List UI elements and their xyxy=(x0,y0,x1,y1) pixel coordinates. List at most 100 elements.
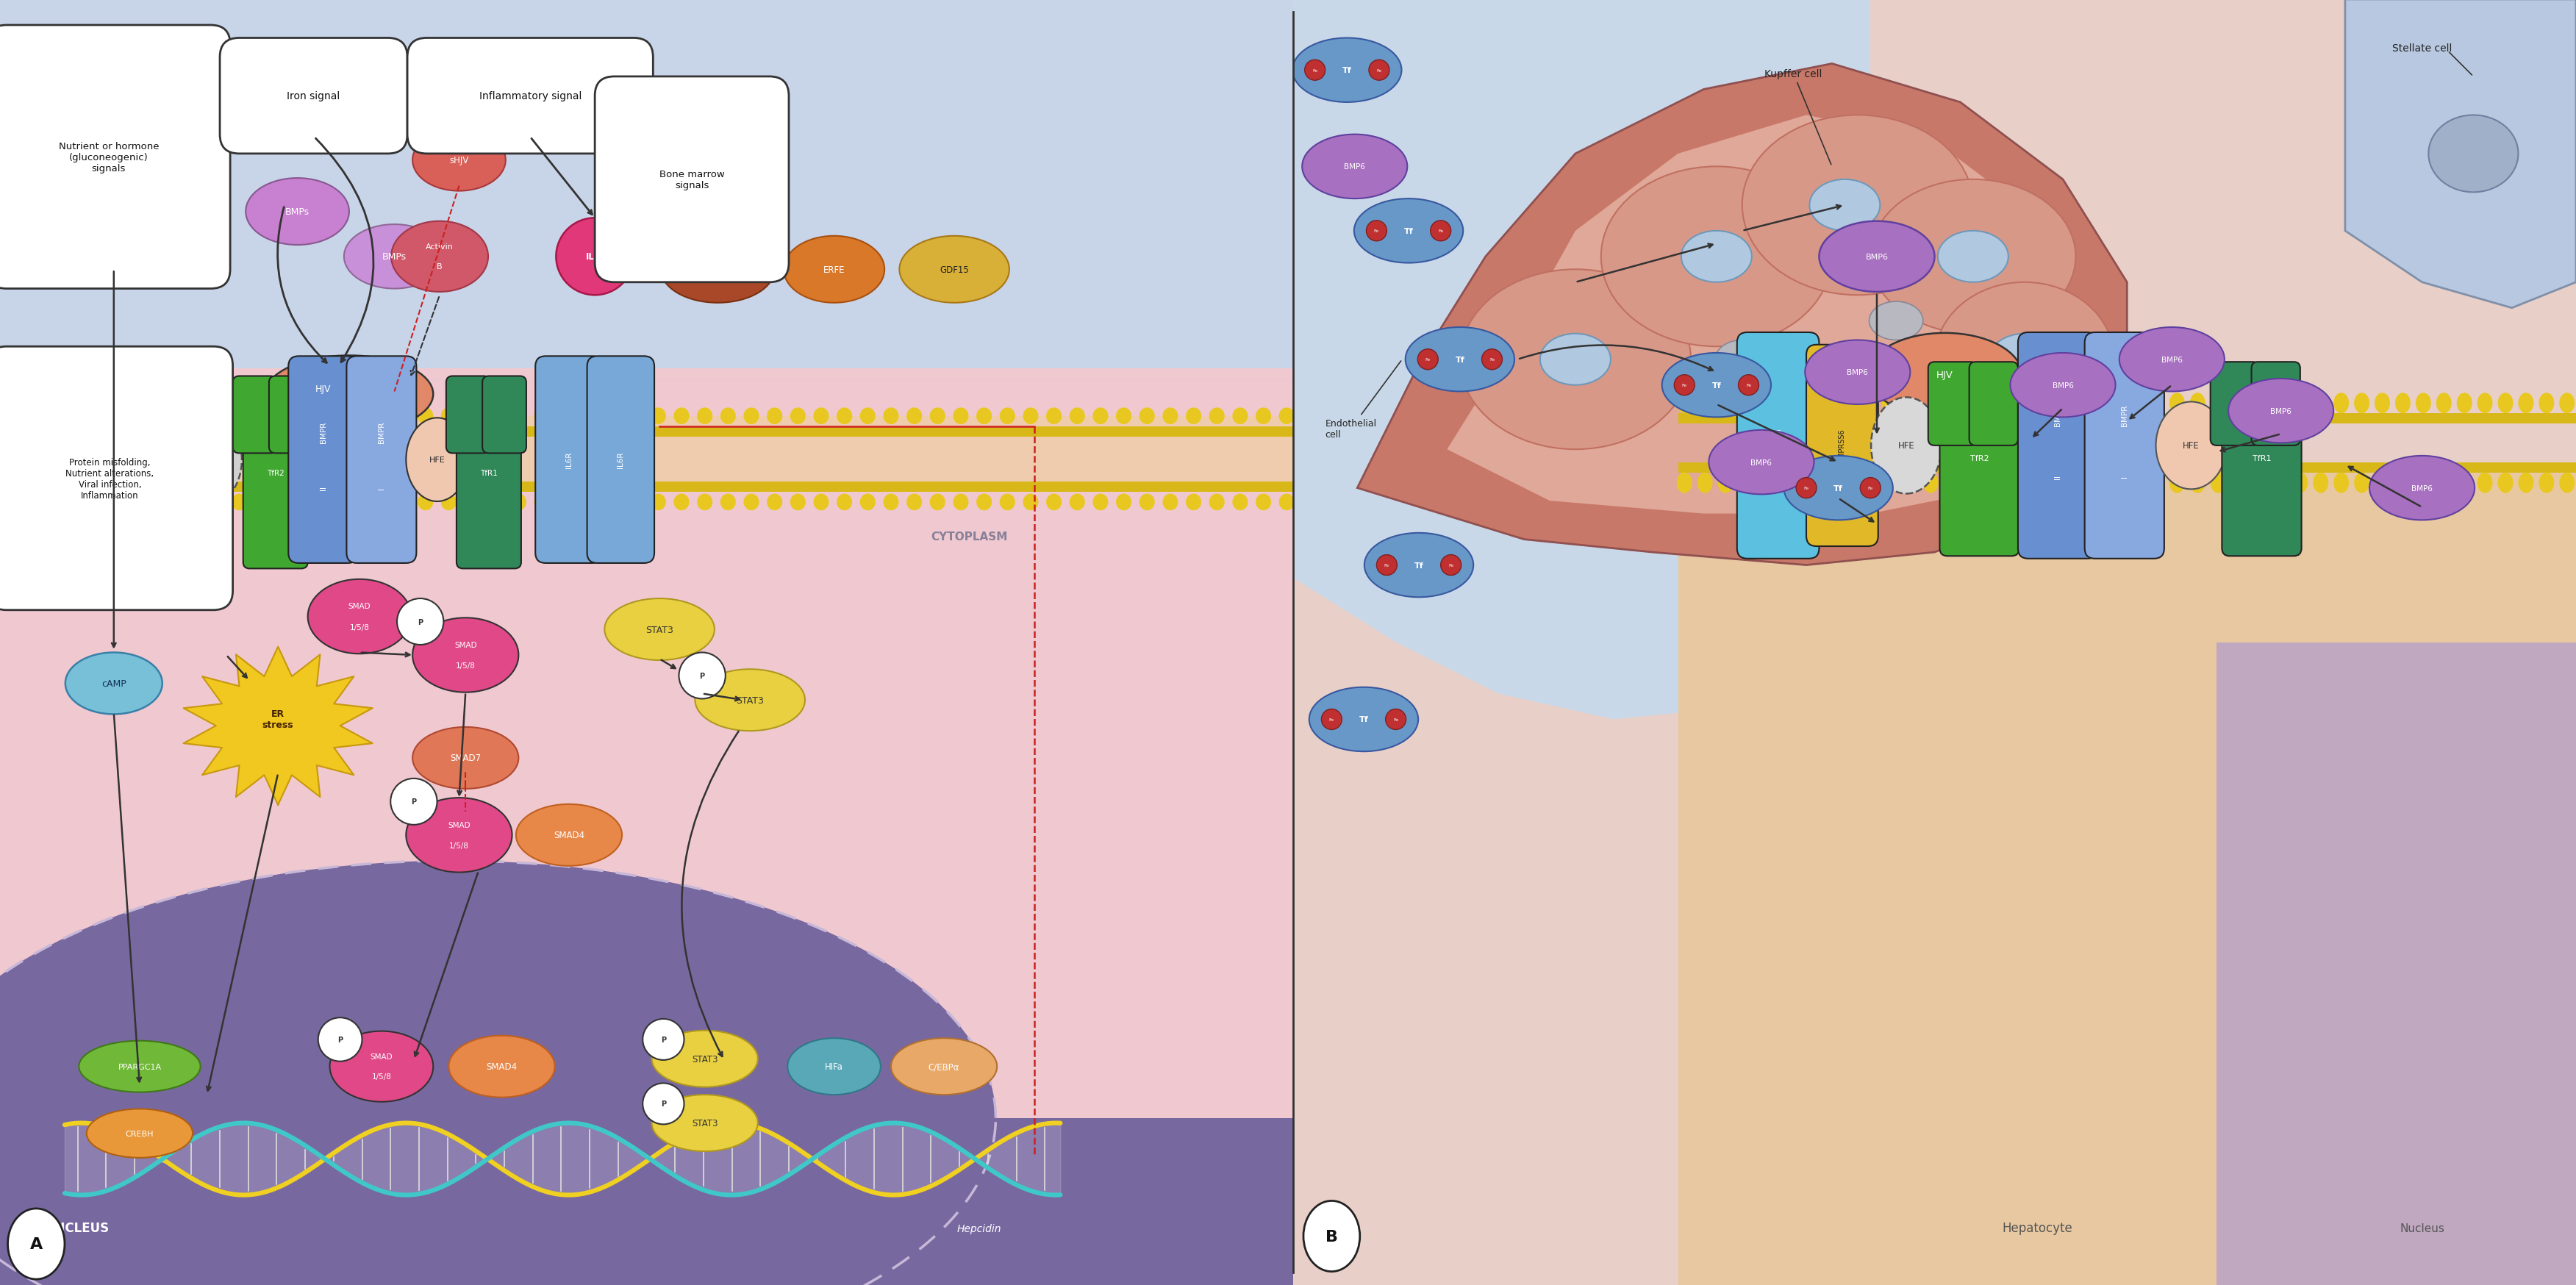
Ellipse shape xyxy=(1870,180,2076,334)
Text: BMP6: BMP6 xyxy=(1752,459,1772,466)
Ellipse shape xyxy=(675,493,690,510)
Ellipse shape xyxy=(1862,393,1878,414)
Ellipse shape xyxy=(1870,397,1942,493)
Text: Inflammatory signal: Inflammatory signal xyxy=(479,91,582,102)
Ellipse shape xyxy=(680,653,726,699)
Ellipse shape xyxy=(417,407,433,424)
Ellipse shape xyxy=(371,493,386,510)
Bar xyxy=(0,369,1293,379)
Ellipse shape xyxy=(744,407,760,424)
Ellipse shape xyxy=(2396,393,2411,414)
Ellipse shape xyxy=(626,407,641,424)
Text: SMAD: SMAD xyxy=(448,821,471,829)
Ellipse shape xyxy=(209,493,224,510)
FancyBboxPatch shape xyxy=(536,357,603,563)
Text: P: P xyxy=(337,1036,343,1043)
Ellipse shape xyxy=(1984,393,1999,414)
Ellipse shape xyxy=(307,580,412,654)
Text: Tf: Tf xyxy=(1342,67,1352,75)
Text: I: I xyxy=(2120,475,2128,478)
Ellipse shape xyxy=(46,493,62,510)
Ellipse shape xyxy=(641,1019,685,1060)
Text: Activin: Activin xyxy=(425,243,453,251)
Ellipse shape xyxy=(1355,199,1463,263)
Ellipse shape xyxy=(2045,473,2061,493)
Ellipse shape xyxy=(533,407,549,424)
Ellipse shape xyxy=(814,407,829,424)
Ellipse shape xyxy=(1365,221,1386,242)
Text: CREBH: CREBH xyxy=(126,1130,155,1137)
Ellipse shape xyxy=(580,407,595,424)
FancyBboxPatch shape xyxy=(57,357,126,563)
Ellipse shape xyxy=(953,407,969,424)
Text: BMP6: BMP6 xyxy=(1847,369,1868,377)
FancyBboxPatch shape xyxy=(289,357,358,563)
Ellipse shape xyxy=(345,225,446,289)
Ellipse shape xyxy=(2416,393,2432,414)
Ellipse shape xyxy=(440,493,456,510)
Bar xyxy=(0,482,1293,492)
Ellipse shape xyxy=(1046,407,1061,424)
Ellipse shape xyxy=(1674,375,1695,396)
Ellipse shape xyxy=(245,179,350,245)
Ellipse shape xyxy=(1046,493,1061,510)
Ellipse shape xyxy=(397,599,443,645)
Ellipse shape xyxy=(301,407,317,424)
FancyBboxPatch shape xyxy=(2084,333,2164,559)
Text: Tf: Tf xyxy=(1404,227,1414,235)
Ellipse shape xyxy=(448,1036,554,1097)
Ellipse shape xyxy=(1924,393,1937,414)
Ellipse shape xyxy=(301,493,317,510)
Ellipse shape xyxy=(1801,473,1816,493)
Ellipse shape xyxy=(2293,473,2308,493)
Ellipse shape xyxy=(2228,379,2334,443)
Ellipse shape xyxy=(2087,393,2102,414)
Ellipse shape xyxy=(2120,328,2226,392)
Ellipse shape xyxy=(2429,116,2519,193)
Ellipse shape xyxy=(1115,407,1131,424)
Ellipse shape xyxy=(1376,555,1396,576)
Polygon shape xyxy=(1677,231,2038,463)
FancyBboxPatch shape xyxy=(446,377,489,454)
Text: 1/5/8: 1/5/8 xyxy=(456,662,477,669)
Ellipse shape xyxy=(1935,283,2115,437)
Ellipse shape xyxy=(0,407,15,424)
Text: B: B xyxy=(438,263,443,271)
Ellipse shape xyxy=(2107,393,2123,414)
Text: SMAD: SMAD xyxy=(348,603,371,610)
Ellipse shape xyxy=(1092,407,1108,424)
Text: BMP6: BMP6 xyxy=(2411,484,2432,492)
Ellipse shape xyxy=(698,493,714,510)
Text: Fe: Fe xyxy=(1425,359,1430,361)
Ellipse shape xyxy=(1984,473,1999,493)
Ellipse shape xyxy=(1989,334,2061,386)
Text: Fe: Fe xyxy=(1803,487,1808,490)
Ellipse shape xyxy=(394,493,410,510)
Ellipse shape xyxy=(1365,533,1473,598)
Ellipse shape xyxy=(1963,473,1978,493)
Ellipse shape xyxy=(88,1109,193,1158)
Text: Fe: Fe xyxy=(1329,718,1334,721)
Text: Fe: Fe xyxy=(1448,564,1453,567)
FancyBboxPatch shape xyxy=(482,377,526,454)
Ellipse shape xyxy=(407,418,469,501)
Ellipse shape xyxy=(70,407,85,424)
Ellipse shape xyxy=(1942,393,1958,414)
Text: STAT3: STAT3 xyxy=(737,695,765,705)
Text: Fe: Fe xyxy=(1373,230,1378,233)
Text: TfR2: TfR2 xyxy=(1971,455,1989,463)
Ellipse shape xyxy=(1417,350,1437,370)
Ellipse shape xyxy=(675,407,690,424)
Ellipse shape xyxy=(1162,407,1177,424)
Text: Protein misfolding,
Nutrient alterations,
Viral infection,
Inflammation: Protein misfolding, Nutrient alterations… xyxy=(67,457,155,500)
Ellipse shape xyxy=(1309,687,1419,752)
Text: Tf: Tf xyxy=(1360,716,1368,723)
Text: Fe: Fe xyxy=(1682,384,1687,387)
Ellipse shape xyxy=(2334,393,2349,414)
Ellipse shape xyxy=(907,407,922,424)
Ellipse shape xyxy=(814,493,829,510)
FancyBboxPatch shape xyxy=(587,357,654,563)
Ellipse shape xyxy=(1860,478,1880,499)
Text: Neogenin: Neogenin xyxy=(88,442,95,478)
Ellipse shape xyxy=(116,407,131,424)
